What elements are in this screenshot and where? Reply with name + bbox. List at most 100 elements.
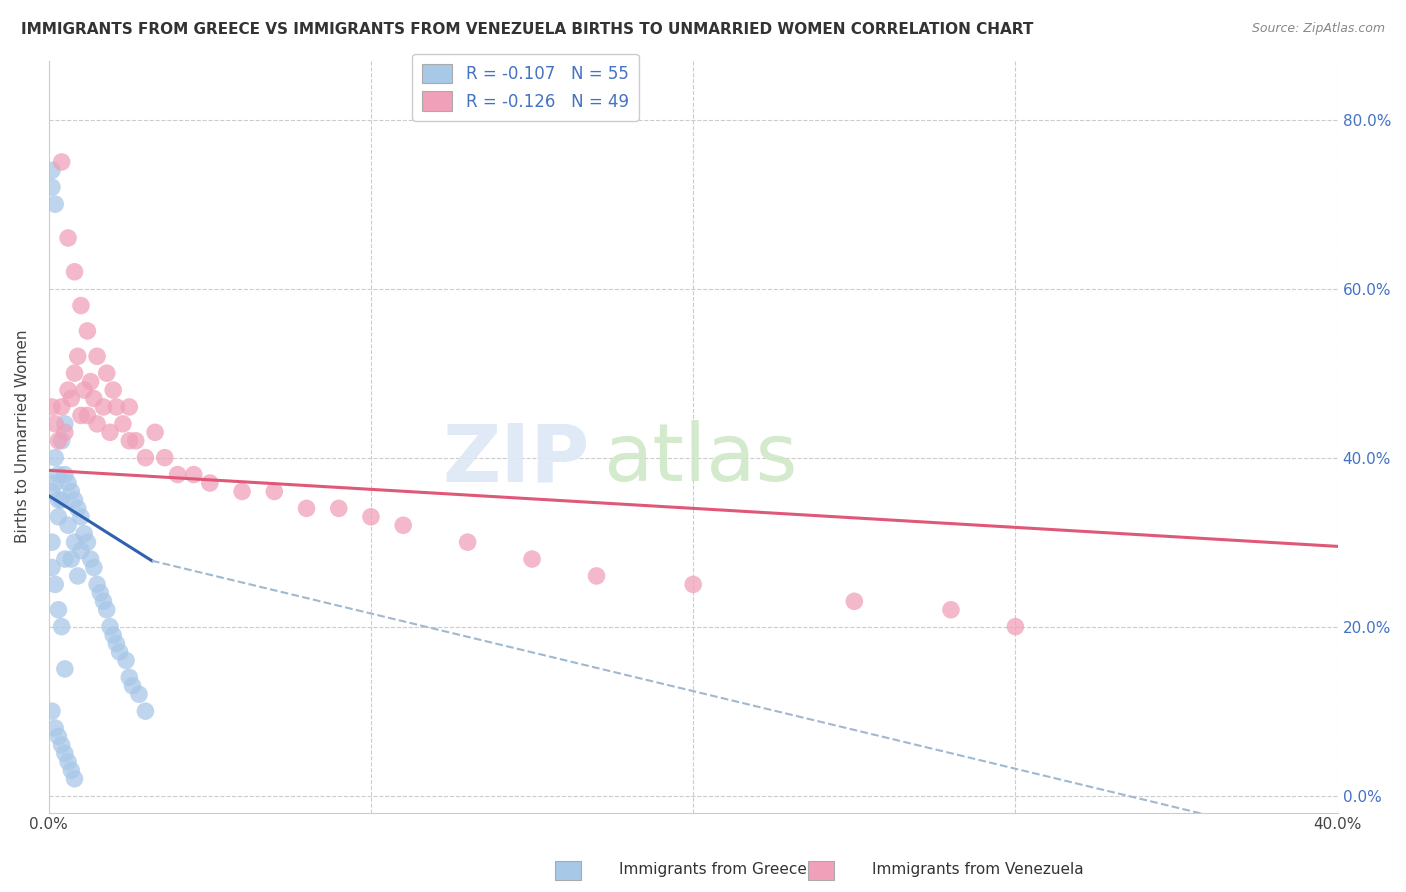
Point bbox=[63, 492, 86, 507]
Point bbox=[48, 492, 70, 507]
Point bbox=[73, 526, 96, 541]
Point bbox=[44, 475, 66, 490]
Point bbox=[682, 577, 704, 591]
Point bbox=[51, 155, 73, 169]
Point bbox=[66, 569, 89, 583]
Point bbox=[48, 603, 70, 617]
Point bbox=[328, 501, 350, 516]
Point bbox=[56, 383, 79, 397]
Point bbox=[53, 467, 76, 482]
Point bbox=[53, 552, 76, 566]
Point bbox=[295, 501, 318, 516]
Text: Immigrants from Venezuela: Immigrants from Venezuela bbox=[872, 863, 1084, 877]
Point bbox=[41, 180, 63, 194]
Point bbox=[111, 417, 134, 431]
Point bbox=[134, 450, 156, 465]
Point bbox=[41, 163, 63, 178]
Legend: R = -0.107   N = 55, R = -0.126   N = 49: R = -0.107 N = 55, R = -0.126 N = 49 bbox=[412, 54, 638, 120]
Point bbox=[118, 400, 141, 414]
Point bbox=[89, 586, 111, 600]
Point bbox=[66, 349, 89, 363]
Point bbox=[79, 552, 101, 566]
Point bbox=[1004, 620, 1026, 634]
Point bbox=[103, 383, 125, 397]
Point bbox=[76, 324, 98, 338]
Point bbox=[231, 484, 253, 499]
Point bbox=[76, 535, 98, 549]
Text: IMMIGRANTS FROM GREECE VS IMMIGRANTS FROM VENEZUELA BIRTHS TO UNMARRIED WOMEN CO: IMMIGRANTS FROM GREECE VS IMMIGRANTS FRO… bbox=[21, 22, 1033, 37]
Point bbox=[51, 620, 73, 634]
Y-axis label: Births to Unmarried Women: Births to Unmarried Women bbox=[15, 330, 30, 543]
Point bbox=[76, 409, 98, 423]
Point bbox=[520, 552, 543, 566]
Point bbox=[44, 417, 66, 431]
Text: ZIP: ZIP bbox=[443, 420, 591, 498]
Point bbox=[79, 375, 101, 389]
Point bbox=[105, 400, 128, 414]
Point bbox=[60, 552, 83, 566]
Point bbox=[56, 755, 79, 769]
Point bbox=[118, 434, 141, 448]
Point bbox=[60, 764, 83, 778]
Point bbox=[66, 501, 89, 516]
Point bbox=[166, 467, 188, 482]
Point bbox=[70, 509, 93, 524]
Point bbox=[53, 417, 76, 431]
Point bbox=[118, 670, 141, 684]
Point bbox=[51, 434, 73, 448]
Point bbox=[41, 704, 63, 718]
Point bbox=[48, 434, 70, 448]
Point bbox=[103, 628, 125, 642]
Point bbox=[70, 299, 93, 313]
Point bbox=[93, 400, 115, 414]
Point bbox=[53, 425, 76, 440]
Point bbox=[63, 265, 86, 279]
Point bbox=[53, 747, 76, 761]
Point bbox=[153, 450, 176, 465]
Point bbox=[63, 535, 86, 549]
Point bbox=[56, 518, 79, 533]
Point bbox=[98, 620, 121, 634]
Point bbox=[51, 738, 73, 752]
Point bbox=[44, 450, 66, 465]
Point bbox=[44, 721, 66, 735]
Point bbox=[56, 475, 79, 490]
Point bbox=[98, 425, 121, 440]
Point bbox=[83, 560, 105, 574]
Point bbox=[263, 484, 285, 499]
Point bbox=[63, 772, 86, 786]
Point bbox=[44, 577, 66, 591]
Point bbox=[143, 425, 166, 440]
Point bbox=[44, 197, 66, 211]
Point bbox=[93, 594, 115, 608]
Point bbox=[41, 400, 63, 414]
Point bbox=[41, 535, 63, 549]
Point bbox=[128, 687, 150, 701]
Point bbox=[70, 409, 93, 423]
Point bbox=[86, 577, 108, 591]
Point bbox=[60, 392, 83, 406]
Point bbox=[51, 492, 73, 507]
Point bbox=[53, 662, 76, 676]
Point bbox=[392, 518, 415, 533]
Point bbox=[585, 569, 607, 583]
Point bbox=[125, 434, 148, 448]
Point bbox=[96, 366, 118, 380]
Point bbox=[96, 603, 118, 617]
Point bbox=[121, 679, 143, 693]
Point bbox=[939, 603, 962, 617]
Point bbox=[86, 349, 108, 363]
Point bbox=[56, 231, 79, 245]
Point bbox=[41, 560, 63, 574]
Text: Immigrants from Greece: Immigrants from Greece bbox=[619, 863, 807, 877]
Point bbox=[457, 535, 479, 549]
Point bbox=[183, 467, 205, 482]
Point bbox=[108, 645, 131, 659]
Point bbox=[844, 594, 866, 608]
Point bbox=[360, 509, 382, 524]
Point bbox=[73, 383, 96, 397]
Point bbox=[86, 417, 108, 431]
Point bbox=[41, 484, 63, 499]
Text: Source: ZipAtlas.com: Source: ZipAtlas.com bbox=[1251, 22, 1385, 36]
Point bbox=[48, 467, 70, 482]
